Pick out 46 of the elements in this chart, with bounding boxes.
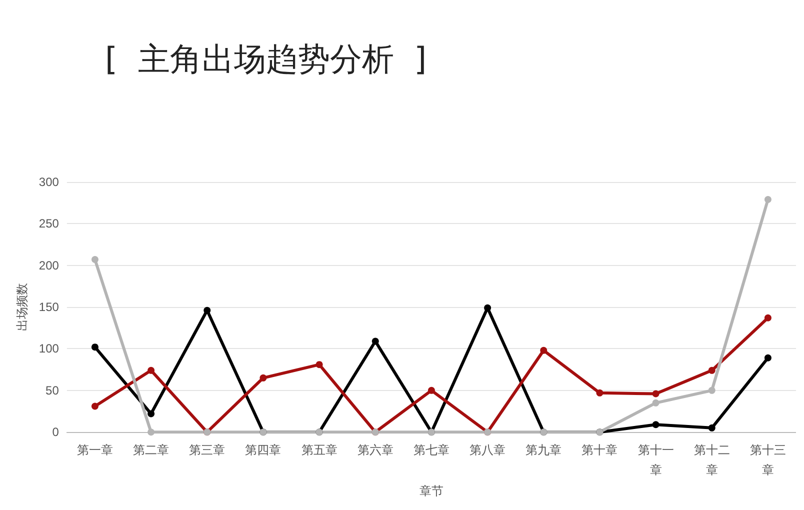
point bbox=[428, 386, 435, 394]
point bbox=[652, 390, 660, 398]
x-tick-label: 第四章 bbox=[245, 443, 282, 458]
x-tick-label: 第五章 bbox=[301, 443, 338, 458]
point bbox=[764, 196, 772, 204]
point bbox=[484, 304, 492, 312]
point bbox=[148, 366, 155, 374]
y-axis-title: 出场频数 bbox=[15, 283, 29, 332]
point bbox=[540, 346, 548, 354]
y-tick-label: 100 bbox=[38, 342, 60, 356]
point bbox=[148, 410, 155, 418]
point bbox=[91, 402, 98, 410]
point bbox=[91, 256, 98, 264]
point bbox=[316, 361, 323, 368]
point bbox=[708, 366, 716, 374]
x-tick-label: 第九章 bbox=[526, 443, 562, 458]
point bbox=[764, 354, 772, 362]
y-tick-label: 0 bbox=[52, 425, 60, 440]
y-tick-label: 200 bbox=[38, 258, 60, 272]
x-tick-label: 第十章 bbox=[582, 443, 618, 458]
x-tick-label: 第十二章 bbox=[694, 443, 730, 478]
point bbox=[372, 338, 379, 345]
x-tick-label: 第一章 bbox=[76, 443, 113, 458]
x-tick-label: 第三章 bbox=[189, 443, 226, 458]
y-tick-label: 150 bbox=[38, 300, 60, 314]
point bbox=[652, 399, 660, 406]
x-axis-title: 章节 bbox=[419, 484, 444, 498]
x-tick-label: 第二章 bbox=[133, 443, 170, 458]
x-tick-label: 第七章 bbox=[413, 443, 450, 458]
point bbox=[148, 428, 155, 436]
point bbox=[260, 374, 267, 382]
point bbox=[652, 421, 660, 428]
point bbox=[596, 389, 604, 396]
point bbox=[91, 344, 98, 351]
y-tick-label: 50 bbox=[46, 383, 60, 398]
y-tick-label: 300 bbox=[38, 175, 60, 189]
point bbox=[708, 424, 716, 432]
point bbox=[708, 386, 716, 394]
x-tick-label: 第十一章 bbox=[638, 443, 674, 478]
x-tick-label: 第十三章 bbox=[750, 443, 786, 478]
point bbox=[204, 306, 211, 314]
chart-title: [ 主角出场趋势分析 ] bbox=[105, 40, 427, 78]
x-tick-label: 第六章 bbox=[357, 443, 394, 458]
y-tick-label: 250 bbox=[38, 216, 60, 231]
x-tick-label: 第八章 bbox=[470, 443, 506, 458]
point bbox=[764, 314, 772, 322]
